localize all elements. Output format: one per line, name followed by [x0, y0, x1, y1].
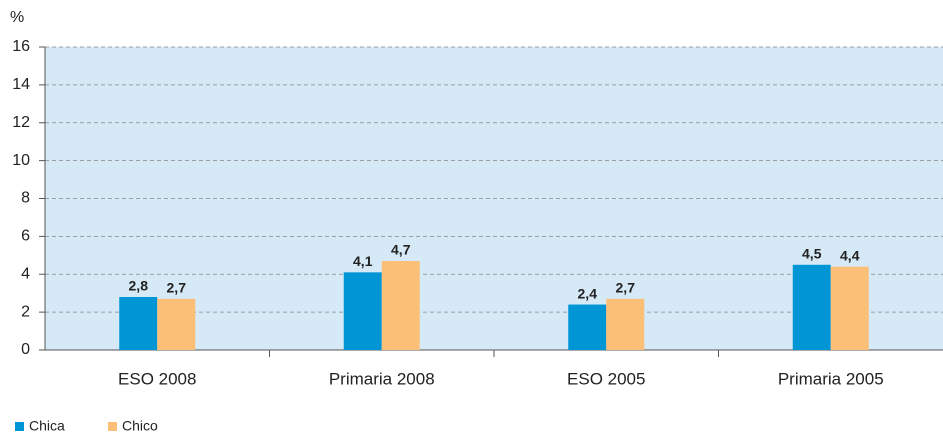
x-tick-label: ESO 2008 — [118, 369, 196, 388]
bar — [792, 264, 831, 350]
legend-label: Chico — [122, 418, 158, 434]
y-tick-label: 0 — [21, 341, 30, 358]
bar — [157, 298, 196, 350]
data-label: 2,4 — [578, 285, 598, 301]
y-tick-label: 10 — [12, 152, 30, 169]
bar — [830, 266, 869, 350]
data-label: 2,7 — [616, 280, 636, 296]
data-label: 2,7 — [167, 280, 187, 296]
y-tick-label: 16 — [12, 38, 30, 55]
bar — [119, 296, 158, 350]
data-label: 4,7 — [391, 242, 411, 258]
y-tick-label: 8 — [21, 190, 30, 207]
bar — [343, 272, 382, 350]
x-tick-label: Primaria 2005 — [778, 369, 884, 388]
y-tick-label: 2 — [21, 303, 30, 320]
data-label: 4,1 — [353, 253, 373, 269]
y-axis-label: % — [10, 9, 24, 26]
y-tick-label: 12 — [12, 114, 30, 131]
bar — [606, 298, 645, 350]
y-tick-label: 4 — [21, 265, 30, 282]
legend-label: Chica — [29, 418, 65, 434]
data-label: 2,8 — [129, 278, 149, 294]
x-tick-label: ESO 2005 — [567, 369, 645, 388]
bar — [381, 260, 420, 350]
data-label: 4,4 — [840, 247, 860, 263]
data-label: 4,5 — [802, 245, 822, 261]
legend-swatch — [108, 422, 117, 431]
legend-swatch — [15, 422, 24, 431]
x-tick-label: Primaria 2008 — [329, 369, 435, 388]
y-tick-label: 14 — [12, 76, 30, 93]
bar — [568, 304, 607, 350]
y-tick-label: 6 — [21, 228, 30, 245]
